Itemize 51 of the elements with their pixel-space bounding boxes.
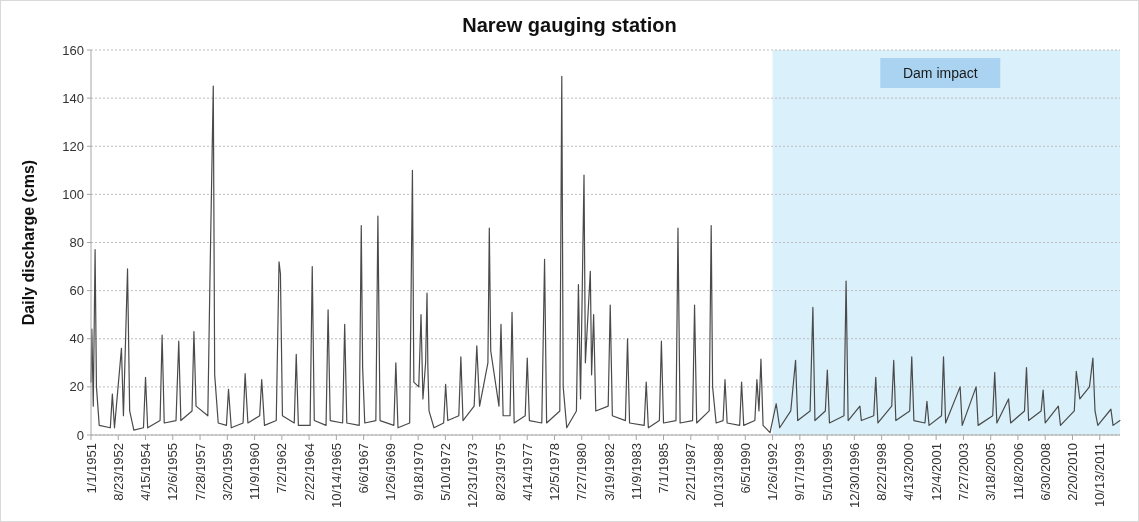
x-tick-label: 5/10/1995: [819, 443, 835, 501]
x-tick-label: 6/6/1967: [356, 443, 372, 494]
y-tick-label: 0: [76, 427, 84, 443]
x-tick-label: 9/18/1970: [410, 443, 426, 501]
x-tick-label: 6/5/1990: [737, 443, 753, 494]
x-tick-label: 10/14/1965: [328, 443, 344, 509]
x-tick-label: 8/23/1975: [492, 443, 508, 501]
y-tick-label: 160: [62, 42, 84, 58]
x-tick-label: 11/9/1983: [628, 443, 644, 500]
x-tick-label: 11/9/1960: [247, 443, 263, 500]
y-tick-label: 60: [69, 283, 84, 299]
chart-title: Narew gauging station: [462, 14, 677, 36]
x-tick-label: 3/18/2005: [983, 443, 999, 501]
x-tick-label: 8/22/1998: [874, 443, 890, 501]
x-tick-label: 1/1/1951: [83, 443, 99, 494]
y-tick-label: 100: [62, 186, 84, 202]
x-tick-label: 9/17/1993: [792, 443, 808, 501]
y-tick-label: 40: [69, 331, 84, 347]
x-tick-label: 2/21/1987: [683, 443, 699, 501]
x-tick-label: 3/20/1959: [219, 443, 235, 501]
label-box: Dam impact: [880, 58, 1001, 88]
band-label: Dam impact: [902, 65, 978, 81]
x-tick-label: 6/30/2008: [1037, 443, 1053, 501]
x-tick-label: 7/1/1985: [656, 443, 672, 494]
x-tick-label: 2/22/1964: [301, 443, 317, 501]
x-tick-label: 11/8/2006: [1010, 443, 1026, 500]
x-tick-label: 4/14/1977: [519, 443, 535, 501]
x-tick-label: 4/13/2000: [901, 443, 917, 501]
x-tick-label: 7/27/1980: [574, 443, 590, 501]
x-tick-label: 12/5/1978: [547, 443, 563, 501]
x-tick-label: 7/28/1957: [192, 443, 208, 501]
y-axis-title: Daily discharge (cms): [20, 159, 37, 326]
x-tick-label: 12/30/1996: [846, 443, 862, 509]
x-tick-label: 10/13/1988: [710, 443, 726, 509]
x-tick-label: 3/19/1982: [601, 443, 617, 501]
x-tick-label: 5/10/1972: [437, 443, 453, 501]
x-tick-label: 1/26/1969: [383, 443, 399, 501]
x-tick-label: 7/2/1962: [274, 443, 290, 494]
x-tick-label: 7/27/2003: [955, 443, 971, 501]
x-tick-label: 8/23/1952: [110, 443, 126, 501]
y-tick-label: 120: [62, 138, 84, 154]
x-tick-label: 1/26/1992: [765, 443, 781, 501]
x-tick-label: 2/20/2010: [1065, 443, 1081, 501]
y-tick-label: 20: [69, 379, 84, 395]
x-tick-label: 12/4/2001: [928, 443, 944, 501]
x-tick-label: 12/31/1973: [465, 443, 481, 509]
x-tick-label: 12/6/1955: [165, 443, 181, 501]
y-tick-label: 140: [62, 90, 84, 106]
x-tick-label: 4/15/1954: [138, 443, 154, 501]
x-tick-label: 10/13/2011: [1092, 443, 1108, 508]
y-tick-label: 80: [69, 235, 84, 251]
